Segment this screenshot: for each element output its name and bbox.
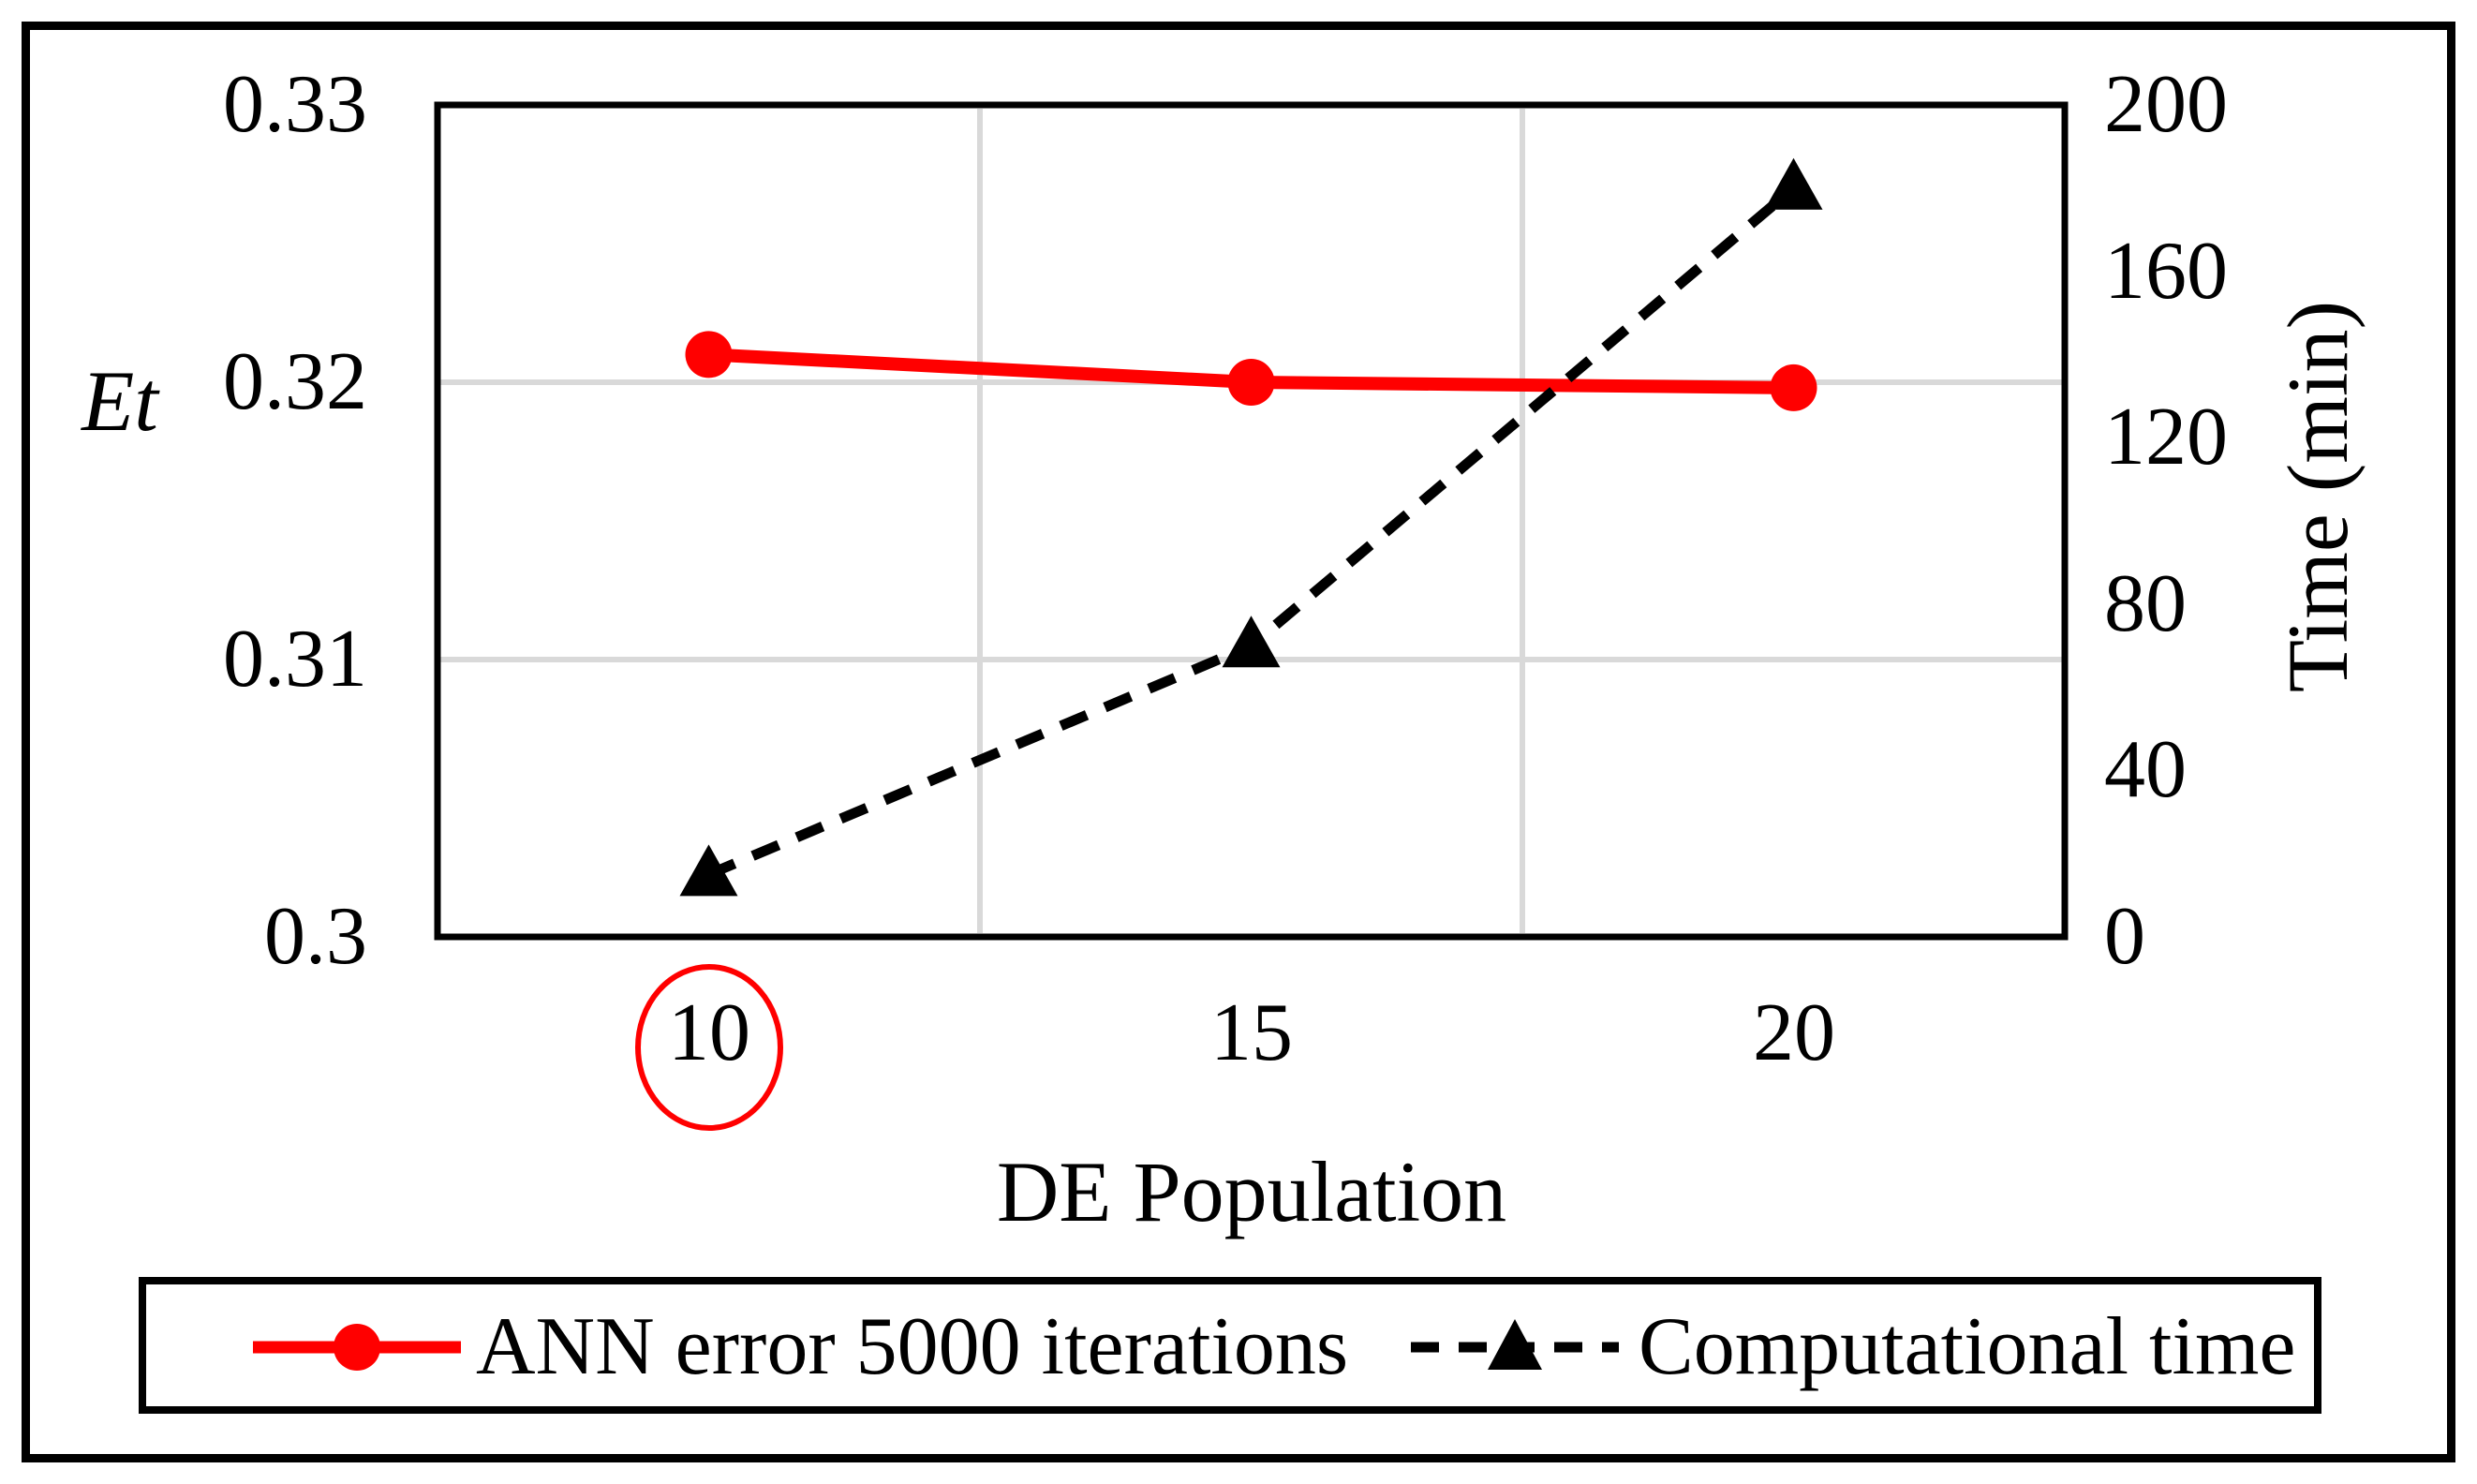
- left-axis-tick-0-31: 0.31: [223, 614, 367, 705]
- right-axis-tick-200: 200: [2104, 59, 2228, 150]
- right-axis-tick-0: 0: [2104, 891, 2145, 982]
- series-0-marker-1: [1227, 359, 1275, 406]
- left-axis-tick-0-3: 0.3: [264, 891, 367, 982]
- x-axis-tick-15: 15: [1210, 987, 1293, 1078]
- left-axis-tick-0-32: 0.32: [223, 336, 367, 427]
- x-axis-tick-10: 10: [668, 987, 750, 1078]
- highlight-ellipse-x-tick-10: [635, 964, 783, 1131]
- x-axis-title: DE Population: [996, 1144, 1507, 1239]
- legend-sample-ann-error: [253, 1324, 461, 1371]
- series-1-marker-0: [679, 844, 738, 897]
- legend-triangle-marker-icon: [1488, 1319, 1542, 1370]
- right-axis-tick-160: 160: [2104, 226, 2228, 317]
- legend-sample-computational-time: [1411, 1319, 1619, 1370]
- x-axis-tick-20: 20: [1753, 987, 1835, 1078]
- series-line-1: [706, 184, 1798, 880]
- series-1-marker-1: [1222, 616, 1281, 668]
- left-axis-title: Et: [82, 353, 158, 449]
- series-0-marker-2: [1770, 364, 1817, 411]
- legend-label-computational-time: Computational time: [1639, 1301, 2296, 1392]
- series-1-marker-2: [1764, 157, 1823, 210]
- legend-label-ann-error: ANN error 5000 iterations: [476, 1301, 1349, 1392]
- series-0-marker-0: [685, 331, 733, 378]
- series-layer: [679, 157, 1823, 897]
- right-axis-tick-40: 40: [2104, 724, 2187, 815]
- legend: [139, 1277, 2321, 1414]
- right-axis-tick-80: 80: [2104, 558, 2187, 649]
- gridlines: [440, 109, 2062, 933]
- left-axis-tick-0-33: 0.33: [223, 59, 367, 150]
- right-axis-tick-120: 120: [2104, 392, 2228, 482]
- legend-circle-marker-icon: [334, 1324, 380, 1371]
- plot-area-border: [434, 101, 2069, 941]
- figure-border: [22, 22, 2455, 1462]
- right-axis-title: Time (min): [2270, 300, 2366, 693]
